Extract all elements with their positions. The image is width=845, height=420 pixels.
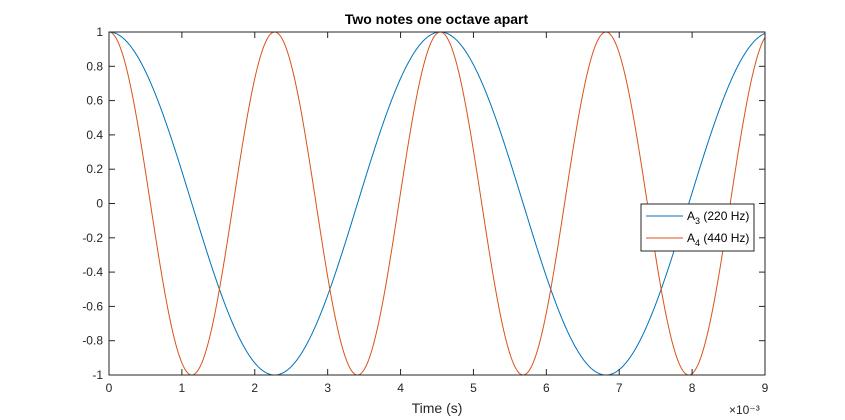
y-tick-label: 0.6 [86,94,103,108]
legend: A3 (220 Hz) A4 (440 Hz) [640,203,755,252]
legend-label-2: A4 (440 Hz) [687,231,749,248]
x-tick-label: 7 [616,381,623,395]
y-tick-label: 0 [96,197,103,211]
y-tick-label: -0.8 [82,334,103,348]
x-axis-exponent-label: ×10⁻³ [729,403,760,417]
y-tick-label: -0.4 [82,265,103,279]
x-tick-label: 5 [470,381,477,395]
ticks: 0 1 2 3 4 5 6 7 8 9 1 0.8 0.6 0.4 0.2 0 -0.2 -0.4 -0.6 -0.8… [82,25,768,395]
x-tick-label: 0 [106,381,113,395]
x-tick-label: 6 [543,381,550,395]
legend-box [640,203,755,252]
legend-label-1: A3 (220 Hz) [687,209,749,226]
y-tick-label: -0.2 [82,231,103,245]
y-tick-label: 0.4 [86,128,103,142]
y-tick-label: -0.6 [82,299,103,313]
y-tick-label: 0.2 [86,162,103,176]
x-tick-label: 9 [762,381,769,395]
x-axis-label: Time (s) [412,400,463,416]
y-tick-label: 1 [96,25,103,39]
x-tick-label: 1 [179,381,186,395]
y-tick-label: 0.8 [86,59,103,73]
x-tick-label: 3 [324,381,331,395]
series-line-2 [108,31,766,376]
x-tick-label: 8 [689,381,696,395]
chart-title: Two notes one octave apart [345,11,529,27]
y-tick-label: -1 [92,368,103,382]
x-tick-label: 2 [251,381,258,395]
x-tick-label: 4 [397,381,404,395]
